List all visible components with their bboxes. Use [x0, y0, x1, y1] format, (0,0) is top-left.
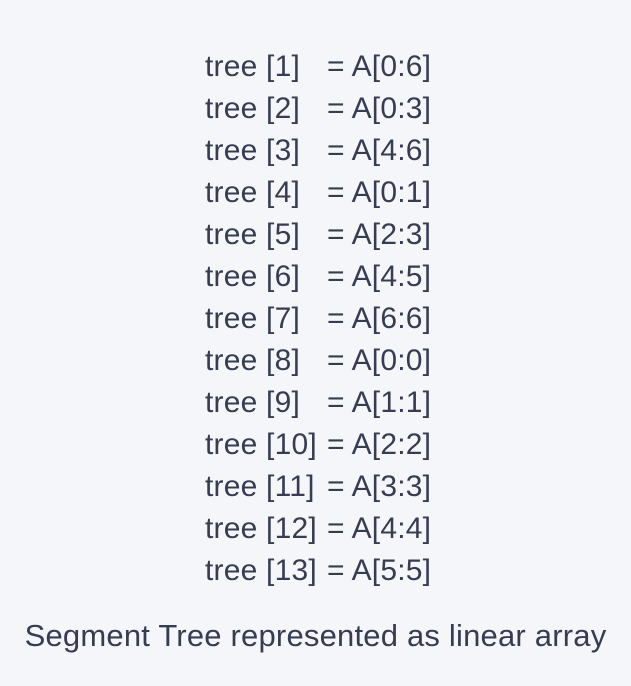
array-range-value: = A[5:5] — [327, 554, 432, 587]
tree-mapping-row: tree [4] = A[0:1] — [205, 172, 431, 214]
array-range-value: = A[0:1] — [327, 176, 432, 209]
figure-caption: Segment Tree represented as linear array — [24, 618, 607, 653]
tree-array-list: tree [1] = A[0:6] tree [2] = A[0:3] tree… — [205, 46, 431, 592]
tree-mapping-row: tree [1] = A[0:6] — [205, 46, 431, 88]
tree-index-label: tree [1] — [205, 50, 300, 83]
array-range-value: = A[2:3] — [327, 218, 432, 251]
array-range-value: = A[6:6] — [327, 302, 432, 335]
tree-index-label: tree [7] — [205, 302, 300, 335]
tree-index-label: tree [9] — [205, 386, 300, 419]
tree-index-label: tree [11] — [205, 470, 315, 503]
array-range-value: = A[3:3] — [327, 470, 432, 503]
array-range-value: = A[2:2] — [327, 428, 432, 461]
tree-mapping-row: tree [12] = A[4:4] — [205, 508, 431, 550]
tree-mapping-row: tree [6] = A[4:5] — [205, 256, 431, 298]
tree-index-label: tree [2] — [205, 92, 300, 125]
tree-index-label: tree [12] — [205, 512, 317, 545]
tree-mapping-row: tree [11] = A[3:3] — [205, 466, 431, 508]
tree-mapping-row: tree [2] = A[0:3] — [205, 88, 431, 130]
array-range-value: = A[4:5] — [327, 260, 432, 293]
tree-index-label: tree [13] — [205, 554, 317, 587]
tree-index-label: tree [6] — [205, 260, 300, 293]
tree-mapping-row: tree [3] = A[4:6] — [205, 130, 431, 172]
array-range-value: = A[4:6] — [327, 134, 432, 167]
tree-mapping-row: tree [5] = A[2:3] — [205, 214, 431, 256]
tree-mapping-row: tree [8] = A[0:0] — [205, 340, 431, 382]
tree-mapping-row: tree [9] = A[1:1] — [205, 382, 431, 424]
tree-index-label: tree [10] — [205, 428, 317, 461]
array-range-value: = A[4:4] — [327, 512, 432, 545]
array-range-value: = A[0:3] — [327, 92, 432, 125]
array-range-value: = A[0:0] — [327, 344, 432, 377]
tree-index-label: tree [3] — [205, 134, 300, 167]
array-range-value: = A[1:1] — [327, 386, 432, 419]
tree-index-label: tree [5] — [205, 218, 300, 251]
tree-mapping-row: tree [10] = A[2:2] — [205, 424, 431, 466]
tree-index-label: tree [8] — [205, 344, 300, 377]
tree-mapping-row: tree [13] = A[5:5] — [205, 550, 431, 592]
tree-mapping-row: tree [7] = A[6:6] — [205, 298, 431, 340]
tree-index-label: tree [4] — [205, 176, 300, 209]
array-range-value: = A[0:6] — [327, 50, 432, 83]
